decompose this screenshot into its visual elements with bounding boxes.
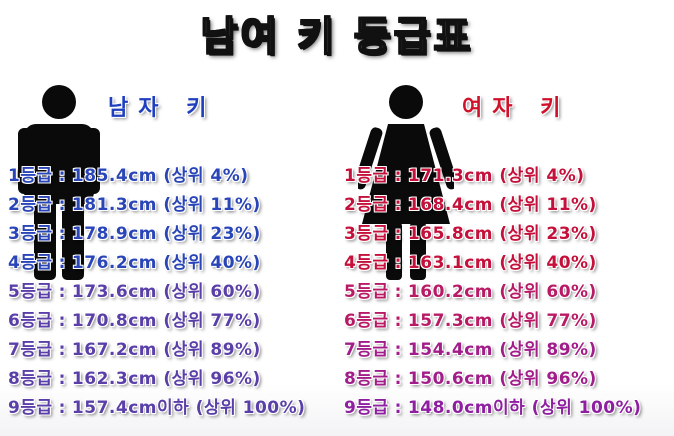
female-grade-row: 8등급:150.6cm (상위 96%) [344, 365, 641, 394]
female-grade-row: 9등급:148.0cm이하 (상위 100%) [344, 394, 641, 423]
male-person-icon [18, 84, 100, 280]
height-value: 170.8cm (상위 77%) [71, 311, 261, 331]
female-grade-list: 1등급:171.3cm (상위 4%) 2등급:168.4cm (상위 11%)… [344, 162, 641, 423]
female-grade-row: 2등급:168.4cm (상위 11%) [344, 191, 641, 220]
height-value: 157.4cm이하 (상위 100%) [71, 398, 306, 418]
height-value: 176.2cm (상위 40%) [71, 253, 261, 273]
height-value: 160.2cm (상위 60%) [407, 282, 597, 302]
female-grade-row: 3등급:165.8cm (상위 23%) [344, 220, 641, 249]
separator: : [58, 166, 66, 186]
separator: : [394, 369, 402, 389]
female-person-icon [358, 84, 454, 280]
grade-label: 2등급 [8, 195, 53, 215]
separator: : [58, 253, 66, 273]
separator: : [58, 369, 66, 389]
separator: : [394, 398, 402, 418]
female-grade-row: 4등급:163.1cm (상위 40%) [344, 249, 641, 278]
male-grade-row: 2등급:181.3cm (상위 11%) [8, 191, 305, 220]
grade-label: 3등급 [344, 224, 389, 244]
male-grade-row: 4등급:176.2cm (상위 40%) [8, 249, 305, 278]
height-value: 150.6cm (상위 96%) [407, 369, 597, 389]
separator: : [394, 224, 402, 244]
height-value: 165.8cm (상위 23%) [407, 224, 597, 244]
male-grade-row: 8등급:162.3cm (상위 96%) [8, 365, 305, 394]
male-grade-row: 1등급:185.4cm (상위 4%) [8, 162, 305, 191]
grade-label: 9등급 [344, 398, 389, 418]
female-grade-row: 7등급:154.4cm (상위 89%) [344, 336, 641, 365]
grade-label: 9등급 [8, 398, 53, 418]
height-value: 163.1cm (상위 40%) [407, 253, 597, 273]
grade-label: 8등급 [344, 369, 389, 389]
female-grade-row: 5등급:160.2cm (상위 60%) [344, 278, 641, 307]
male-grade-row: 6등급:170.8cm (상위 77%) [8, 307, 305, 336]
separator: : [394, 195, 402, 215]
height-value: 148.0cm이하 (상위 100%) [407, 398, 642, 418]
grade-label: 3등급 [8, 224, 53, 244]
grade-label: 4등급 [8, 253, 53, 273]
grade-label: 5등급 [8, 282, 53, 302]
grade-label: 1등급 [8, 166, 53, 186]
separator: : [394, 282, 402, 302]
male-grade-row: 3등급:178.9cm (상위 23%) [8, 220, 305, 249]
male-grade-row: 9등급:157.4cm이하 (상위 100%) [8, 394, 305, 423]
female-height-label: 여자 키 [462, 96, 571, 121]
page-title: 남여 키 등급표 [200, 13, 474, 61]
height-value: 171.3cm (상위 4%) [407, 166, 585, 186]
grade-label: 6등급 [8, 311, 53, 331]
separator: : [58, 340, 66, 360]
height-value: 157.3cm (상위 77%) [407, 311, 597, 331]
separator: : [58, 311, 66, 331]
grade-label: 6등급 [344, 311, 389, 331]
grade-label: 7등급 [8, 340, 53, 360]
separator: : [394, 340, 402, 360]
female-grade-row: 6등급:157.3cm (상위 77%) [344, 307, 641, 336]
height-value: 162.3cm (상위 96%) [71, 369, 261, 389]
height-value: 185.4cm (상위 4%) [71, 166, 249, 186]
male-grade-list: 1등급:185.4cm (상위 4%) 2등급:181.3cm (상위 11%)… [8, 162, 305, 423]
separator: : [58, 398, 66, 418]
male-grade-row: 5등급:173.6cm (상위 60%) [8, 278, 305, 307]
grade-label: 1등급 [344, 166, 389, 186]
grade-label: 8등급 [8, 369, 53, 389]
height-value: 167.2cm (상위 89%) [71, 340, 261, 360]
height-value: 168.4cm (상위 11%) [407, 195, 597, 215]
height-value: 181.3cm (상위 11%) [71, 195, 261, 215]
height-value: 178.9cm (상위 23%) [71, 224, 261, 244]
separator: : [58, 282, 66, 302]
height-value: 173.6cm (상위 60%) [71, 282, 261, 302]
male-grade-row: 7등급:167.2cm (상위 89%) [8, 336, 305, 365]
grade-label: 4등급 [344, 253, 389, 273]
separator: : [394, 311, 402, 331]
grade-label: 2등급 [344, 195, 389, 215]
height-value: 154.4cm (상위 89%) [407, 340, 597, 360]
separator: : [394, 253, 402, 273]
separator: : [58, 224, 66, 244]
separator: : [394, 166, 402, 186]
separator: : [58, 195, 66, 215]
grade-label: 7등급 [344, 340, 389, 360]
grade-label: 5등급 [344, 282, 389, 302]
male-height-label: 남자 키 [108, 96, 217, 121]
female-grade-row: 1등급:171.3cm (상위 4%) [344, 162, 641, 191]
